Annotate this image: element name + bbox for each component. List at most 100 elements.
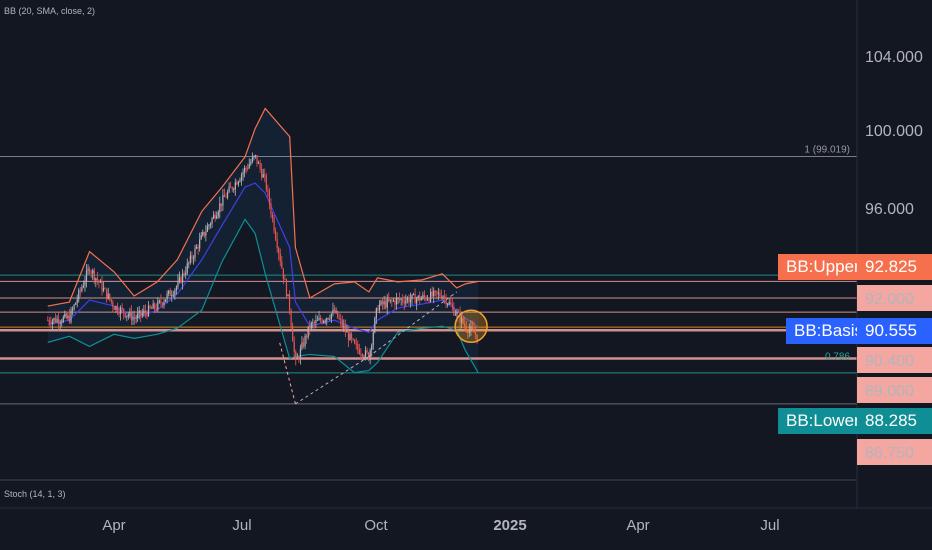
candle-body — [405, 300, 407, 304]
candle-body — [251, 157, 253, 163]
candle-body — [278, 248, 280, 254]
candle-body — [93, 270, 95, 281]
candle-body — [64, 313, 66, 318]
candle-body — [81, 287, 83, 291]
candle-body — [120, 307, 122, 315]
candle-body — [391, 299, 393, 301]
stoch-indicator-label[interactable]: Stoch (14, 1, 3) — [4, 489, 66, 499]
candle-body — [171, 295, 173, 297]
candle-body — [306, 335, 308, 338]
candle-body — [244, 167, 246, 173]
candle-body — [354, 339, 356, 344]
candle-body — [408, 297, 410, 303]
candle-body — [121, 307, 123, 309]
candle-body — [61, 322, 63, 324]
candle-body — [195, 246, 198, 249]
candle-body — [146, 312, 148, 316]
axes: 104.000 100.000 96.000 92.000 90.400 89.000 86… — [0, 0, 932, 534]
candle-body — [436, 291, 438, 294]
candle-body — [65, 313, 67, 318]
candle-body — [90, 272, 92, 274]
candle-body — [175, 286, 178, 290]
bb-basis-value-tag: 90.555 — [857, 318, 932, 344]
candle-body — [73, 304, 75, 310]
candle-body — [239, 179, 241, 182]
candle-body — [248, 164, 250, 169]
candle-body — [271, 214, 274, 219]
candle-body — [268, 190, 271, 204]
candle-body — [319, 318, 322, 321]
candle-body — [392, 300, 395, 302]
candle-body — [282, 268, 284, 279]
candle-body — [394, 300, 396, 305]
candle-body — [417, 295, 419, 299]
candle-body — [107, 293, 109, 299]
candle-body — [194, 248, 196, 258]
candle-body — [154, 303, 156, 309]
candle-body — [140, 310, 142, 316]
candle-body — [366, 350, 368, 353]
candle-body — [166, 293, 168, 300]
candle-body — [259, 162, 261, 169]
candle-body — [169, 290, 171, 296]
candle-body — [106, 288, 108, 299]
candle-body — [84, 281, 86, 286]
candle-body — [222, 194, 224, 206]
candle-body — [426, 299, 429, 301]
candle-body — [464, 323, 466, 327]
candle-body — [163, 301, 165, 305]
candle-body — [89, 268, 91, 273]
candle-body — [144, 310, 147, 313]
candle-body — [383, 301, 385, 305]
candle-body — [152, 303, 154, 309]
candle-body — [205, 231, 207, 236]
candle-body — [310, 322, 312, 329]
candle-body — [116, 305, 119, 313]
candle-body — [199, 239, 201, 249]
candle-body — [316, 319, 319, 321]
trend-lines — [279, 291, 488, 405]
candle-body — [337, 310, 339, 318]
candle-body — [191, 255, 193, 259]
candle-body — [332, 309, 334, 314]
candle-body — [312, 322, 314, 324]
candle-body — [416, 298, 418, 304]
candle-body — [178, 277, 181, 281]
candle-body — [327, 318, 329, 320]
candle-body — [48, 320, 50, 323]
candle-body — [172, 294, 174, 296]
candle-body — [242, 172, 244, 175]
candle-body — [451, 304, 453, 307]
bb-upper-value-tag: 92.825 — [857, 254, 932, 280]
candle-body — [434, 290, 436, 292]
candle-body — [363, 356, 365, 358]
candle-body — [343, 325, 345, 328]
candle-body — [95, 278, 97, 281]
candle-body — [445, 296, 447, 305]
price-tick-label: 90.400 — [865, 353, 914, 370]
candle-body — [324, 320, 326, 322]
candle-body — [284, 278, 286, 280]
candle-body — [99, 280, 102, 283]
candle-body — [329, 318, 331, 320]
candle-body — [288, 294, 291, 311]
candle-body — [262, 174, 264, 178]
time-tick-label: Oct — [364, 517, 388, 534]
candle-body — [147, 305, 150, 316]
bb-basis-label-tag: BB:Basis — [786, 318, 871, 344]
candle-body — [425, 297, 427, 300]
bb-indicator-label[interactable]: BB (20, SMA, close, 2) — [4, 6, 96, 16]
candle-body — [302, 342, 305, 347]
candle-body — [461, 317, 463, 323]
candle-body — [151, 308, 153, 310]
candle-body — [233, 189, 235, 191]
candle-body — [130, 311, 133, 321]
time-tick-label: Apr — [102, 517, 125, 534]
candle-body — [188, 262, 190, 264]
candle-body — [202, 231, 204, 236]
candle-body — [247, 167, 249, 169]
candle-body — [357, 344, 359, 349]
candle-body — [453, 306, 455, 315]
candle-body — [378, 304, 381, 311]
